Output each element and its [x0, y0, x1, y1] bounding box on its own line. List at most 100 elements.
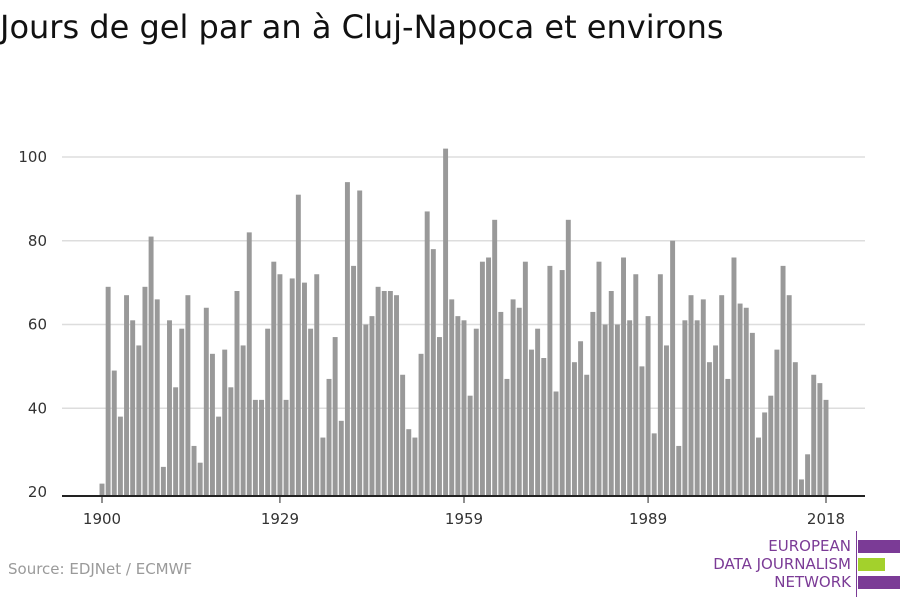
- y-tick-label: 60: [28, 316, 47, 334]
- logo-bar-purple-top: [858, 540, 900, 553]
- x-tick-label: 1900: [83, 510, 121, 528]
- bar-1968: [516, 307, 522, 496]
- bar-1963: [486, 257, 492, 496]
- bar-1942: [357, 190, 363, 496]
- bar-1985: [621, 257, 626, 496]
- bar-2009: [768, 395, 774, 496]
- bar-2007: [756, 437, 761, 496]
- bar-1938: [332, 337, 338, 496]
- bar-1922: [234, 291, 240, 496]
- x-tick-label: 1989: [629, 510, 667, 528]
- bar-2010: [774, 349, 780, 496]
- bar-1962: [479, 261, 485, 496]
- bar-2002: [725, 378, 731, 496]
- bar-1924: [246, 232, 252, 496]
- bar-1983: [608, 291, 614, 496]
- bar-1997: [694, 320, 700, 496]
- bar-1923: [240, 345, 246, 496]
- bar-1988: [639, 366, 645, 496]
- bar-2008: [762, 412, 768, 496]
- bar-1912: [173, 387, 179, 496]
- bar-1991: [657, 274, 663, 496]
- x-tick-label: 1959: [445, 510, 483, 528]
- bar-1977: [571, 362, 577, 496]
- bar-1932: [295, 194, 301, 496]
- bar-1925: [252, 399, 258, 496]
- bar-1935: [314, 274, 320, 496]
- bar-1995: [682, 320, 688, 496]
- bar-1981: [596, 261, 602, 496]
- logo-line-2: DATA JOURNALISM: [713, 555, 851, 573]
- bar-1987: [633, 274, 639, 496]
- bar-1951: [412, 437, 418, 496]
- bar-1955: [436, 337, 442, 496]
- bar-1965: [498, 311, 504, 496]
- bar-1939: [338, 420, 344, 496]
- bar-1907: [142, 286, 148, 496]
- axes: 20 40 60 80 100 1900 1929 1959 1989 2018: [18, 148, 865, 528]
- bar-2014: [798, 479, 804, 496]
- bar-2015: [805, 454, 811, 496]
- bar-1921: [228, 387, 234, 496]
- logo-rule: [856, 531, 857, 597]
- bar-1945: [375, 286, 381, 496]
- bar-1948: [394, 295, 399, 496]
- bar-1902: [111, 370, 117, 496]
- bar-1929: [277, 274, 283, 496]
- bar-1980: [590, 311, 596, 496]
- y-tick-label: 80: [28, 232, 47, 250]
- bar-1914: [185, 295, 191, 496]
- bar-1953: [424, 211, 430, 496]
- bar-1947: [387, 291, 393, 496]
- bar-1949: [400, 374, 406, 496]
- bar-1992: [664, 345, 669, 496]
- bar-2018: [823, 399, 829, 496]
- bar-2003: [731, 257, 737, 496]
- bar-1928: [271, 261, 277, 496]
- bar-1910: [160, 466, 166, 496]
- bar-1974: [553, 391, 559, 496]
- x-tick-label: 1929: [261, 510, 299, 528]
- bar-1986: [627, 320, 633, 496]
- bar-1990: [651, 433, 657, 496]
- bar-1906: [136, 345, 142, 496]
- bar-1996: [688, 295, 694, 496]
- bar-1934: [308, 328, 314, 496]
- bar-1978: [578, 341, 584, 496]
- bar-1993: [670, 240, 676, 496]
- logo-bar-green: [858, 558, 885, 571]
- x-tick-label: 2018: [807, 510, 845, 528]
- bar-1950: [406, 429, 412, 496]
- bar-1984: [614, 324, 620, 496]
- bar-1913: [179, 328, 185, 496]
- bar-1940: [344, 182, 350, 496]
- bar-1970: [529, 349, 534, 496]
- bar-1943: [363, 324, 369, 496]
- bar-2006: [749, 332, 755, 496]
- bar-1961: [473, 328, 479, 496]
- logo-bar-purple-bottom: [858, 576, 900, 589]
- logo-line-3: NETWORK: [774, 573, 851, 591]
- bar-2004: [737, 303, 743, 496]
- bar-1904: [124, 295, 130, 496]
- chart-title: Jours de gel par an à Cluj-Napoca et env…: [0, 8, 724, 46]
- bar-1903: [117, 416, 123, 496]
- bar-1911: [167, 320, 172, 496]
- y-tick-label: 20: [28, 483, 47, 501]
- bar-1967: [510, 299, 516, 496]
- bar-1998: [700, 299, 706, 496]
- bar-1964: [492, 219, 498, 496]
- bar-1900: [99, 483, 105, 496]
- bar-2017: [817, 383, 823, 496]
- bar-1930: [283, 399, 289, 496]
- bar-1976: [565, 219, 571, 496]
- bars: [99, 148, 829, 496]
- bar-2000: [713, 345, 719, 496]
- bar-1969: [522, 261, 528, 496]
- bar-1905: [130, 320, 136, 496]
- bar-1941: [351, 265, 357, 496]
- bar-1937: [326, 378, 332, 496]
- bar-1946: [381, 291, 387, 496]
- bar-2013: [792, 362, 798, 496]
- bar-1972: [541, 358, 547, 496]
